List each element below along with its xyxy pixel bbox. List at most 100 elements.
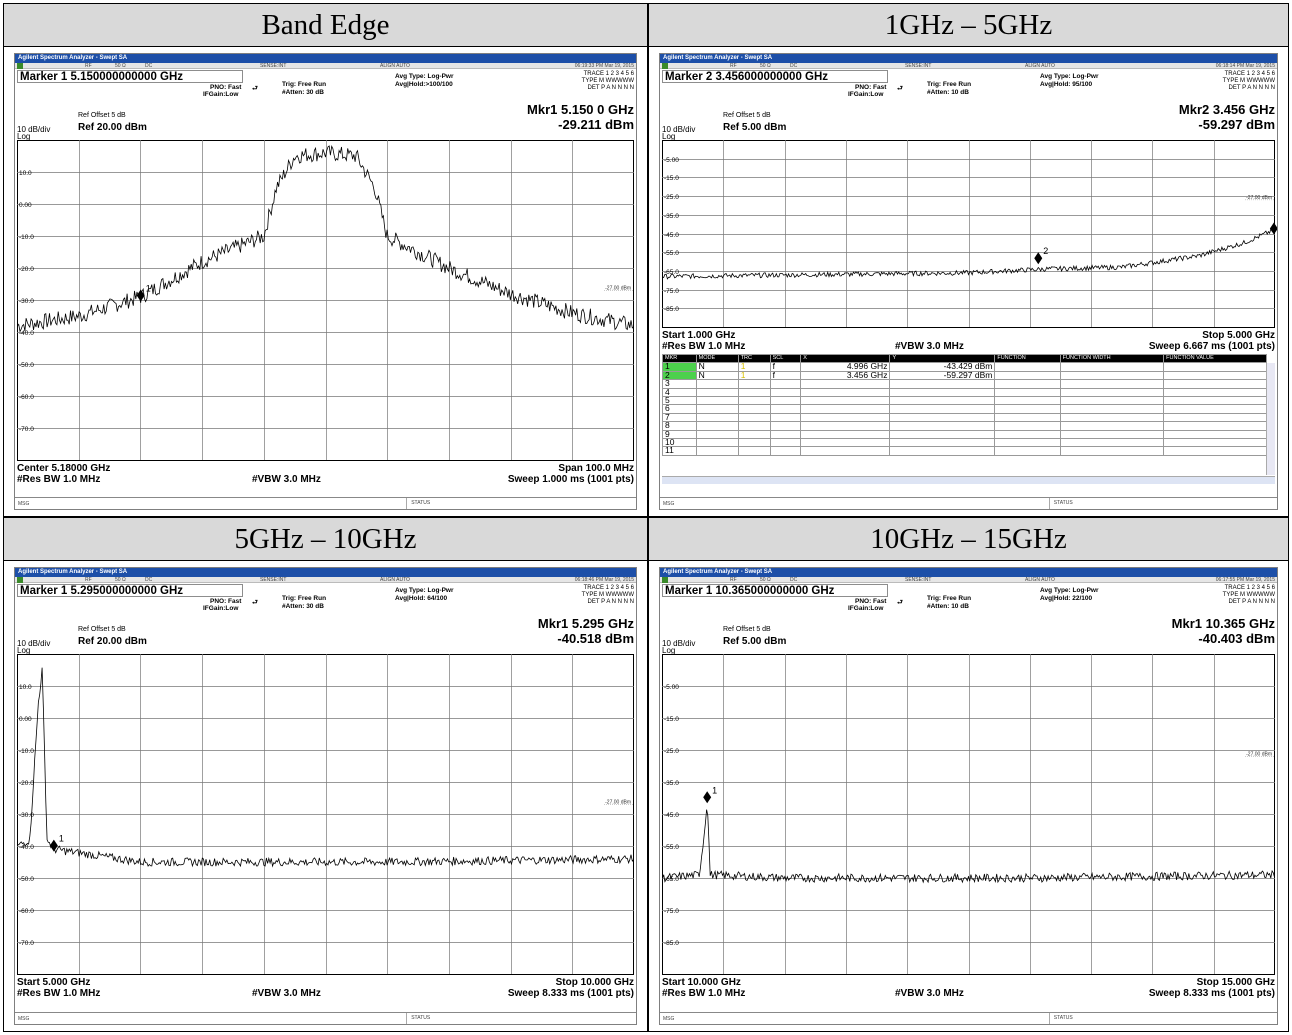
marker-table-cell [889,404,996,414]
y-tick-label: -45.0 [664,812,679,819]
limit-line-label: -27.00 dBm [1246,751,1272,757]
marker-table-cell [737,429,771,440]
marker-table-row[interactable]: 2 N 1 f 3.456 GHz -59.297 dBm [662,370,1267,381]
det-row: DET P A N N N N [587,599,634,605]
marker-table-header: MKR MODE TRC SCL X Y FUNCTION FUNCTION WIDTH FUN… [662,353,1267,364]
marker-table-row[interactable]: 7 [662,412,1267,423]
cell-header: 10GHz – 15GHz [649,518,1288,561]
timestamp: 06:19:33 PM Mar 19, 2015 [574,63,634,69]
marker-table-row[interactable]: 10 [662,438,1267,448]
marker-table-row[interactable]: 4 [662,387,1267,398]
marker-table-row[interactable]: 3 [662,379,1267,389]
marker-table-cell [1059,387,1165,398]
marker-table-cell [1163,387,1267,398]
marker-table-cell [1059,362,1165,372]
app-icon [17,577,23,583]
strip-align: ALIGN AUTO [380,577,410,583]
spectrum-plot: 10.0 0.00 -10.0 -20.0 -30.0 -40.0 -50.0 -60.0 -7… [17,654,634,975]
marker-table-row[interactable]: 5 [662,396,1267,406]
trace-1 [662,809,1275,884]
y-tick-label: -75.0 [664,288,679,295]
marker-table-cell [994,362,1061,372]
strip-rf: RF [85,577,92,583]
strip-dc: DC [790,577,798,583]
marker-table-cell [994,421,1061,431]
spectrum-plot: -5.00 -15.0 -25.0 -35.0 -45.0 -55.0 -65.0 -75.0… [662,140,1277,328]
table-vertical-scrollbar[interactable] [1266,363,1275,475]
marker-table-row[interactable]: 9 [662,429,1267,440]
marker-table-cell [769,387,802,398]
y-tick-label: -65.0 [664,269,679,276]
pno-label: PNO: Fast [210,84,242,91]
marker-table-cell [889,421,996,431]
det-row: DET P A N N N N [587,85,634,91]
marker-readout-frequency: Mkr1 5.150 0 GHz [527,102,634,117]
marker-table-row[interactable]: 11 [662,446,1267,456]
center-start-frequency: Center 5.18000 GHz [17,463,111,474]
y-tick-label: -85.0 [664,306,679,313]
marker-table-cell [695,387,739,398]
span-stop-frequency: Stop 15.000 GHz [1196,977,1275,988]
message-bar: MSG STATUS [660,1012,1277,1024]
window-title: Agilent Spectrum Analyzer - Swept SA [15,54,636,63]
marker-table-cell [737,396,771,406]
marker-table-cell [1059,446,1165,456]
trigger-icon: ⮐ [252,85,258,92]
cell-header: 1GHz – 5GHz [649,4,1288,47]
marker-table-cell [889,379,996,389]
marker-frequency-field[interactable]: Marker 1 10.365000000000 GHz [662,584,888,597]
center-start-frequency: Start 5.000 GHz [17,977,91,988]
marker-table-cell [1163,396,1267,406]
marker-table-cell: 1 [737,370,771,381]
timestamp: 06:18:46 PM Mar 19, 2015 [574,577,634,583]
attenuation-label: #Atten: 10 dB [927,603,969,610]
trace-1 [17,144,634,333]
y-tick-label: 10.0 [19,170,32,177]
marker-table-cell [737,421,771,431]
window-title: Agilent Spectrum Analyzer - Swept SA [15,568,636,577]
marker-frequency-field[interactable]: Marker 1 5.295000000000 GHz [17,584,243,597]
status-strip: RF 50 Ω DC SENSE:INT ALIGN AUTO 06:17:55 PM M… [660,577,1277,583]
message-bar: MSG STATUS [15,497,636,509]
marker-table-cell [737,404,771,414]
type-row: TYPE M WWWWW [581,78,634,84]
table-horizontal-scrollbar[interactable] [662,476,1275,484]
marker-table-cell [1059,412,1165,423]
marker-frequency-field[interactable]: Marker 1 5.150000000000 GHz [17,70,243,83]
det-row: DET P A N N N N [1228,599,1275,605]
trigger-label: Trig: Free Run [282,595,327,602]
marker-table-cell [695,438,739,448]
y-tick-label: -10.0 [19,748,34,755]
y-tick-label: -60.0 [19,394,34,401]
marker-table-row[interactable]: 6 [662,404,1267,414]
limit-line-label: -27.00 dBm [605,799,631,805]
marker-readout-frequency: Mkr1 10.365 GHz [1171,616,1275,631]
marker-table-cell [1163,404,1267,414]
marker-frequency-field[interactable]: Marker 2 3.456000000000 GHz [662,70,888,83]
marker-table: MKR MODE TRC SCL X Y FUNCTION FUNCTION WIDTH FUN… [662,353,1267,456]
log-label: Log [17,646,31,655]
trace-row: TRACE 1 2 3 4 5 6 [583,71,634,77]
trigger-icon: ⮐ [897,599,903,606]
marker-table-cell [994,446,1061,456]
y-tick-label: -15.0 [664,716,679,723]
strip-rf: RF [730,63,737,69]
y-tick-label: -10.0 [19,234,34,241]
status-strip: RF 50 Ω DC SENSE:INT ALIGN AUTO 06:18:46 PM M… [15,577,636,583]
marker-readout-amplitude: -29.211 dBm [558,117,634,132]
marker-table-cell [737,438,771,448]
strip-dc: DC [145,577,153,583]
marker-table-cell [1059,379,1165,389]
strip-ohm: 50 Ω [115,63,126,69]
strip-dc: DC [790,63,798,69]
strip-sense: SENSE:INT [905,577,932,583]
window-title: Agilent Spectrum Analyzer - Swept SA [660,568,1277,577]
plot-frame [662,140,1275,328]
status-label: STATUS [1048,1013,1277,1024]
strip-ohm: 50 Ω [760,577,771,583]
marker-table-header-cell: FUNCTION WIDTH [1059,353,1165,364]
type-row: TYPE M WWWWW [1222,592,1275,598]
marker-table-row[interactable]: 8 [662,421,1267,431]
ifgain-label: IFGain:Low [203,605,239,612]
trigger-label: Trig: Free Run [282,81,327,88]
